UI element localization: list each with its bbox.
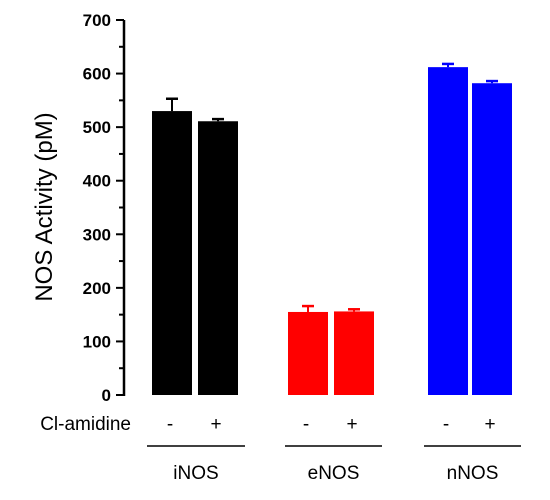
treatment-sign: - — [303, 414, 309, 435]
y-axis-label: NOS Activity (pM) — [31, 112, 58, 301]
bar-inos-minus — [152, 111, 192, 396]
treatment-sign: - — [167, 414, 173, 435]
y-tick-label: 700 — [83, 11, 111, 30]
y-tick-label: 200 — [83, 279, 111, 298]
group-label-inos: iNOS — [173, 463, 218, 484]
bar-nnos-plus — [472, 83, 512, 395]
treatment-sign: + — [484, 414, 495, 435]
y-tick-label: 600 — [83, 65, 111, 84]
group-label-nnos: nNOS — [447, 463, 499, 484]
y-tick-label: 0 — [102, 386, 111, 405]
bar-inos-plus — [198, 121, 238, 395]
group-label-enos: eNOS — [308, 463, 360, 484]
bar-enos-plus — [334, 311, 374, 395]
bar-nnos-minus — [428, 67, 468, 396]
y-tick-label: 300 — [83, 225, 111, 244]
y-tick-label: 500 — [83, 118, 111, 137]
cl-amidine-row-label: Cl-amidine — [40, 414, 131, 435]
bar-enos-minus — [288, 311, 328, 395]
y-tick-label: 100 — [83, 332, 111, 351]
treatment-sign: + — [346, 414, 357, 435]
treatment-sign: + — [210, 414, 221, 435]
y-tick-label: 400 — [83, 172, 111, 191]
treatment-sign: - — [443, 414, 449, 435]
